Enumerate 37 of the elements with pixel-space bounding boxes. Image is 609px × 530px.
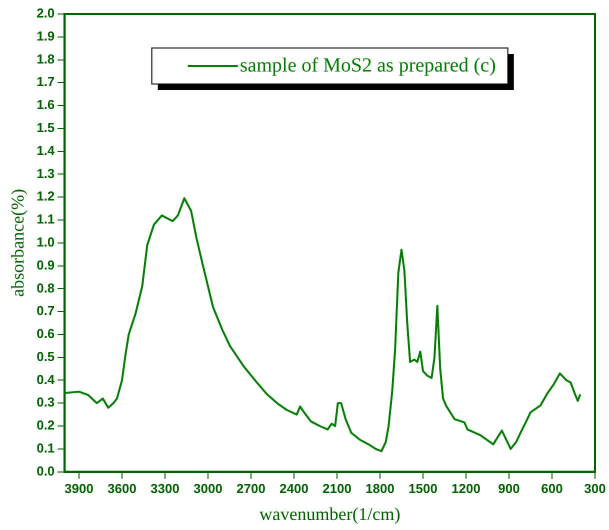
x-axis-title: wavenumber(1/cm)	[259, 504, 400, 524]
y-tick-label: 0.5	[36, 348, 55, 364]
x-tick-label: 3900	[64, 481, 94, 496]
x-tick-label: 900	[498, 481, 520, 496]
y-tick-label: 1.4	[36, 142, 56, 158]
y-tick-label: 0.6	[36, 326, 55, 342]
x-tick-label: 2400	[280, 481, 308, 496]
y-tick-label: 1.0	[36, 234, 55, 250]
y-tick-label: 1.2	[36, 188, 55, 204]
y-tick-label: 1.5	[36, 120, 55, 136]
y-tick-label: 0.3	[36, 394, 55, 410]
y-axis-title: absorbance(%)	[8, 188, 28, 297]
y-tick-label: 0.8	[36, 280, 55, 296]
x-tick-label: 3600	[108, 481, 136, 496]
x-tick-label: 600	[541, 481, 563, 496]
y-tick-label: 1.9	[36, 28, 55, 44]
x-tick-label: 1500	[408, 481, 438, 496]
y-tick-label: 0.7	[36, 303, 55, 318]
y-tick-label: 1.1	[36, 212, 55, 227]
y-tick-label: 0.4	[36, 372, 56, 387]
x-tick-label: 2700	[236, 481, 266, 496]
x-tick-label: 300	[584, 481, 606, 496]
y-tick-label: 1.6	[36, 97, 55, 112]
legend-label: sample of MoS2 as prepared (c)	[240, 54, 496, 76]
y-tick-label: 1.8	[36, 51, 55, 66]
x-tick-label: 3300	[150, 481, 180, 496]
y-tick-label: 0.2	[36, 418, 55, 433]
x-tick-label: 1800	[366, 481, 394, 496]
y-tick-label: 2.0	[36, 6, 55, 21]
y-tick-label: 1.7	[36, 74, 55, 90]
x-tick-label: 3000	[194, 481, 222, 496]
y-tick-label: 0.1	[36, 440, 55, 456]
y-tick-label: 1.3	[36, 166, 55, 181]
y-tick-label: 0.9	[36, 257, 55, 272]
x-tick-label: 1200	[452, 481, 480, 496]
y-tick-label: 0.0	[36, 463, 55, 478]
x-tick-label: 2100	[322, 481, 352, 496]
